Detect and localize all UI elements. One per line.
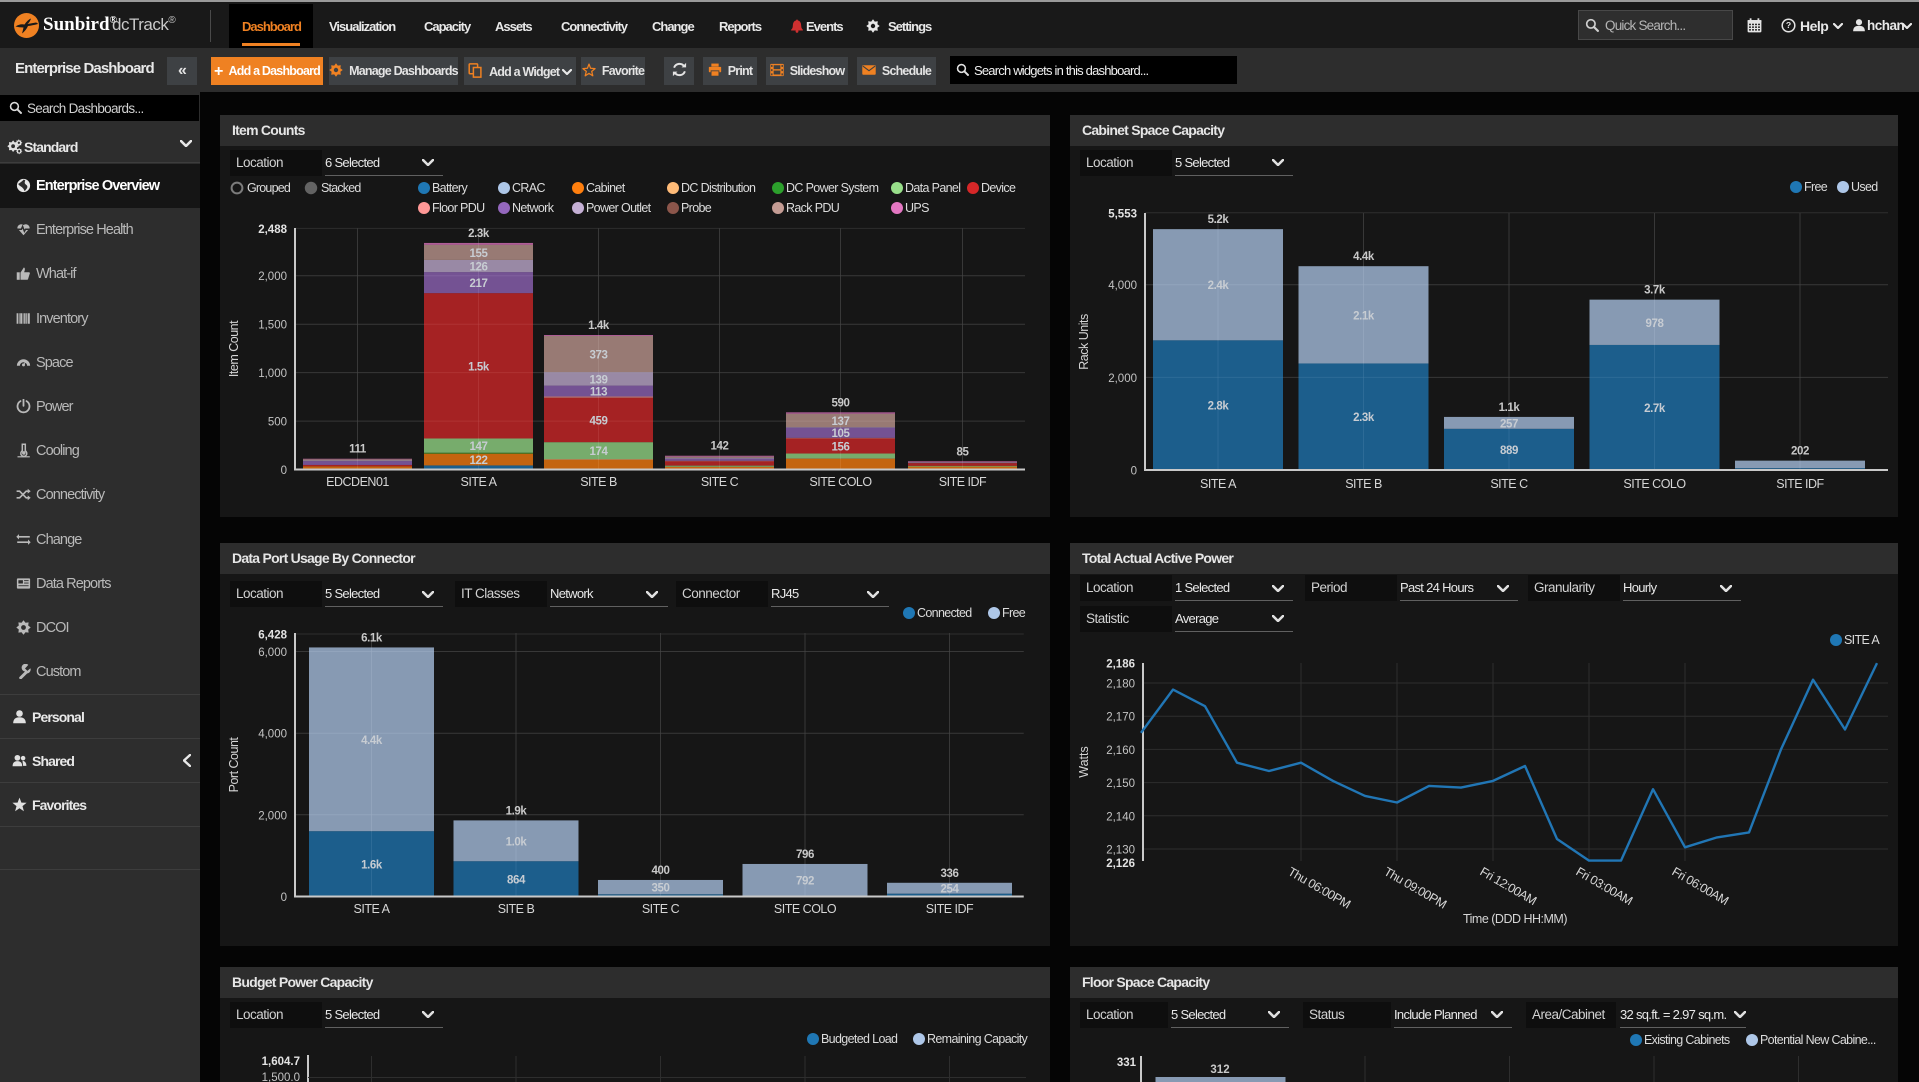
svg-text:SITE COLO: SITE COLO: [774, 902, 837, 916]
svg-text:2,488: 2,488: [258, 224, 287, 236]
svg-text:2,130: 2,130: [1106, 845, 1135, 857]
svg-text:1,500: 1,500: [258, 320, 287, 332]
svg-text:Rack Units: Rack Units: [1077, 314, 1091, 370]
svg-text:1.5k: 1.5k: [468, 361, 490, 373]
svg-text:SITE A: SITE A: [1200, 477, 1237, 491]
svg-text:350: 350: [652, 883, 670, 895]
svg-text:SITE B: SITE B: [1345, 477, 1382, 491]
svg-text:2.7k: 2.7k: [1644, 403, 1666, 415]
svg-text:1,604.7: 1,604.7: [262, 1056, 300, 1068]
svg-text:137: 137: [832, 416, 850, 428]
svg-text:1.6k: 1.6k: [361, 859, 383, 871]
svg-text:459: 459: [590, 415, 608, 427]
svg-text:590: 590: [832, 397, 850, 409]
svg-text:2,126: 2,126: [1106, 858, 1135, 870]
svg-text:2,170: 2,170: [1106, 712, 1135, 724]
svg-text:85: 85: [957, 446, 970, 458]
svg-text:1.4k: 1.4k: [588, 320, 610, 332]
svg-text:1.9k: 1.9k: [506, 805, 528, 817]
svg-text:113: 113: [590, 387, 607, 399]
svg-text:2.3k: 2.3k: [468, 228, 490, 240]
svg-text:0: 0: [281, 465, 287, 477]
svg-text:Fri 06:00AM: Fri 06:00AM: [1670, 864, 1731, 907]
svg-text:1,500.0: 1,500.0: [262, 1072, 300, 1082]
svg-text:0: 0: [1131, 466, 1137, 478]
svg-text:312: 312: [1210, 1064, 1229, 1076]
svg-text:217: 217: [470, 278, 488, 290]
svg-text:4.4k: 4.4k: [361, 735, 383, 747]
svg-text:SITE A: SITE A: [354, 902, 391, 916]
svg-text:254: 254: [941, 884, 960, 896]
svg-text:142: 142: [711, 441, 729, 453]
svg-text:122: 122: [470, 455, 488, 467]
svg-text:373: 373: [590, 350, 608, 362]
svg-text:4,000: 4,000: [258, 729, 287, 741]
svg-text:978: 978: [1646, 318, 1665, 330]
svg-text:202: 202: [1791, 446, 1809, 458]
svg-text:2.1k: 2.1k: [1353, 310, 1375, 322]
svg-text:SITE C: SITE C: [642, 902, 680, 916]
svg-text:2.4k: 2.4k: [1208, 280, 1230, 292]
svg-text:2,186: 2,186: [1106, 659, 1135, 671]
svg-text:155: 155: [470, 248, 489, 260]
svg-text:139: 139: [590, 374, 608, 386]
svg-text:?: ?: [1786, 20, 1791, 30]
svg-text:SITE IDF: SITE IDF: [939, 475, 987, 489]
svg-text:257: 257: [1500, 418, 1518, 430]
svg-text:2,140: 2,140: [1106, 811, 1135, 823]
svg-text:SITE C: SITE C: [701, 475, 739, 489]
svg-text:2,000: 2,000: [258, 810, 287, 822]
svg-text:2,160: 2,160: [1106, 745, 1135, 757]
svg-text:2,000: 2,000: [258, 271, 287, 283]
svg-text:SITE B: SITE B: [580, 475, 617, 489]
svg-text:0: 0: [281, 892, 287, 904]
svg-text:4,000: 4,000: [1108, 280, 1137, 292]
svg-text:864: 864: [507, 874, 526, 886]
svg-text:174: 174: [590, 446, 609, 458]
svg-text:4.4k: 4.4k: [1353, 251, 1375, 263]
svg-text:2.3k: 2.3k: [1353, 412, 1375, 424]
svg-text:1.1k: 1.1k: [1499, 402, 1521, 414]
svg-text:Thu 06:00PM: Thu 06:00PM: [1286, 864, 1353, 911]
svg-text:5,553: 5,553: [1108, 208, 1137, 220]
svg-text:SITE IDF: SITE IDF: [926, 902, 974, 916]
svg-text:500: 500: [268, 417, 287, 429]
svg-text:Time (DDD HH:MM): Time (DDD HH:MM): [1463, 912, 1567, 926]
svg-text:Port Count: Port Count: [227, 737, 241, 793]
svg-text:Thu 09:00PM: Thu 09:00PM: [1382, 864, 1449, 911]
svg-text:147: 147: [470, 441, 488, 453]
svg-text:792: 792: [796, 876, 814, 888]
svg-text:400: 400: [652, 865, 670, 877]
svg-text:126: 126: [470, 262, 488, 274]
svg-text:1,000: 1,000: [258, 368, 287, 380]
svg-text:Fri 03:00AM: Fri 03:00AM: [1574, 864, 1635, 907]
svg-text:6.1k: 6.1k: [361, 632, 383, 644]
svg-text:3.7k: 3.7k: [1644, 285, 1666, 297]
svg-text:2,150: 2,150: [1106, 778, 1135, 790]
svg-text:SITE COLO: SITE COLO: [1623, 477, 1686, 491]
svg-text:6,000: 6,000: [258, 647, 287, 659]
svg-text:105: 105: [832, 428, 851, 440]
svg-text:5.2k: 5.2k: [1208, 214, 1230, 226]
svg-text:2,180: 2,180: [1106, 679, 1135, 691]
svg-text:SITE C: SITE C: [1490, 477, 1528, 491]
svg-text:331: 331: [1117, 1057, 1137, 1069]
svg-text:SITE B: SITE B: [498, 902, 535, 916]
svg-text:Watts: Watts: [1077, 746, 1091, 777]
svg-text:111: 111: [349, 444, 367, 456]
svg-text:SITE A: SITE A: [461, 475, 498, 489]
svg-text:156: 156: [832, 442, 850, 454]
svg-text:SITE COLO: SITE COLO: [809, 475, 872, 489]
svg-text:Fri 12:00AM: Fri 12:00AM: [1478, 864, 1539, 907]
svg-text:SITE IDF: SITE IDF: [1776, 477, 1824, 491]
svg-text:2.8k: 2.8k: [1208, 401, 1230, 413]
svg-text:1.0k: 1.0k: [506, 836, 528, 848]
svg-text:6,428: 6,428: [258, 630, 287, 642]
svg-text:EDCDEN01: EDCDEN01: [326, 475, 389, 489]
svg-text:2,000: 2,000: [1108, 373, 1137, 385]
svg-text:Item Count: Item Count: [227, 320, 241, 377]
svg-text:796: 796: [796, 849, 814, 861]
svg-text:889: 889: [1500, 445, 1518, 457]
svg-text:336: 336: [941, 868, 959, 880]
